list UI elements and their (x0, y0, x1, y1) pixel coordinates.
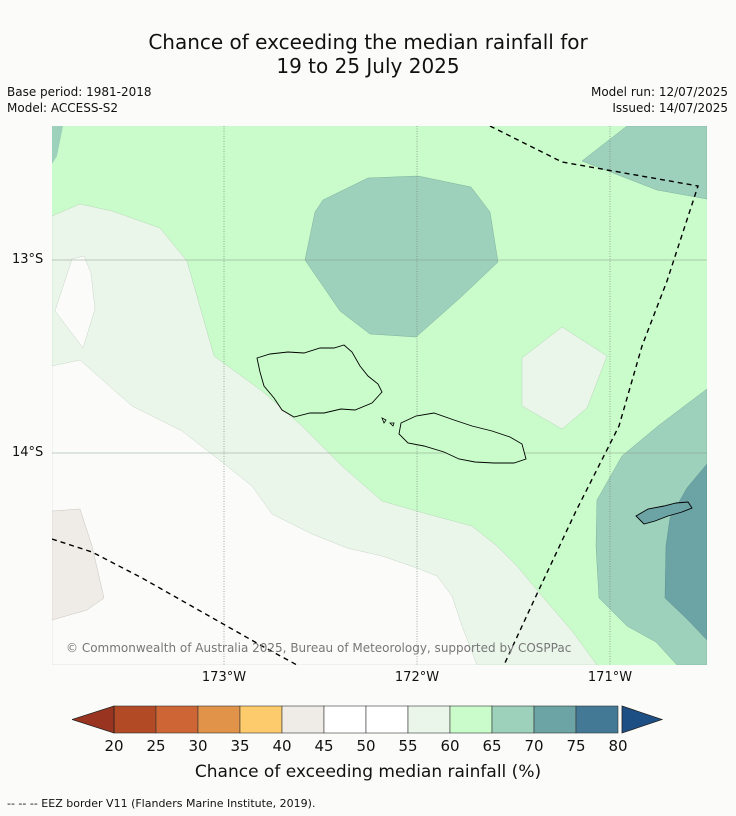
zone-70-75 (664, 463, 707, 641)
colorbar-tick-65: 65 (482, 737, 502, 755)
colorbar-tick-30: 30 (188, 737, 208, 755)
map-canvas (52, 126, 707, 665)
zone-65-70-topleft (52, 126, 63, 164)
graticule-lat (52, 259, 707, 454)
colorbar-tick-60: 60 (440, 737, 460, 755)
eez-footnote: -- -- -- EEZ border V11 (Flanders Marine… (7, 797, 316, 810)
issued-date: Issued: 14/07/2025 (612, 101, 728, 115)
colorbar-cell-50-55 (365, 705, 409, 734)
colorbar-over-arrow (621, 705, 664, 734)
lon-label-172w: 172°W (394, 670, 440, 685)
colorbar-tick-25: 25 (146, 737, 166, 755)
map-title: Chance of exceeding the median rainfall … (0, 30, 736, 78)
colorbar (72, 705, 664, 734)
colorbar-tick-80: 80 (608, 737, 628, 755)
eez-border-east (489, 126, 699, 665)
zone-white-blob (54, 255, 96, 349)
colorbar-tick-20: 20 (104, 737, 124, 755)
zone-65-70-center (304, 175, 499, 338)
lat-label-14s: 14°S (12, 445, 44, 460)
colorbar-tick-45: 45 (314, 737, 334, 755)
colorbar-tick-50: 50 (356, 737, 376, 755)
tutuila-island (635, 501, 693, 525)
upolu-island (398, 412, 527, 464)
meta-left: Base period: 1981-2018 Model: ACCESS-S2 (7, 84, 152, 116)
model-name: Model: ACCESS-S2 (7, 101, 119, 115)
zone-40-45 (52, 508, 105, 621)
colorbar-cell-35-40 (239, 705, 283, 734)
title-line-1: Chance of exceeding the median rainfall … (148, 30, 588, 54)
colorbar-label: Chance of exceeding median rainfall (%) (194, 762, 542, 782)
colorbar-cell-65-70 (491, 705, 535, 734)
savaii-island (256, 344, 383, 418)
colorbar-tick-75: 75 (566, 737, 586, 755)
zone-65-70-topright (581, 126, 707, 200)
lon-label-173w: 173°W (201, 670, 247, 685)
colorbar-cell-75-80 (575, 705, 619, 734)
colorbar-cell-20-25 (113, 705, 157, 734)
map-area (52, 126, 707, 665)
colorbar-cells (113, 705, 619, 734)
colorbar-cell-30-35 (197, 705, 241, 734)
lon-label-171w: 171°W (587, 670, 633, 685)
base-period: Base period: 1981-2018 (7, 85, 152, 99)
colorbar-cell-40-45 (281, 705, 325, 734)
lat-label-13s: 13°S (12, 252, 44, 267)
colorbar-cell-25-30 (155, 705, 199, 734)
manono-island (381, 417, 387, 424)
colorbar-tick-55: 55 (398, 737, 418, 755)
model-run: Model run: 12/07/2025 (590, 85, 728, 99)
zone-pale-blob-east (521, 326, 608, 430)
colorbar-under-arrow (72, 705, 115, 734)
colorbar-cell-70-75 (533, 705, 577, 734)
meta-right: Model run: 12/07/2025 Issued: 14/07/2025 (591, 84, 728, 116)
colorbar-cell-45-50 (323, 705, 367, 734)
copyright-notice: © Commonwealth of Australia 2025, Bureau… (66, 641, 572, 655)
zone-45-55 (52, 359, 478, 665)
apolima-island (389, 422, 395, 427)
colorbar-tick-70: 70 (524, 737, 544, 755)
colorbar-cell-55-60 (407, 705, 451, 734)
colorbar-cell-60-65 (449, 705, 493, 734)
title-line-2: 19 to 25 July 2025 (276, 54, 460, 78)
colorbar-tick-40: 40 (272, 737, 292, 755)
colorbar-tick-35: 35 (230, 737, 250, 755)
